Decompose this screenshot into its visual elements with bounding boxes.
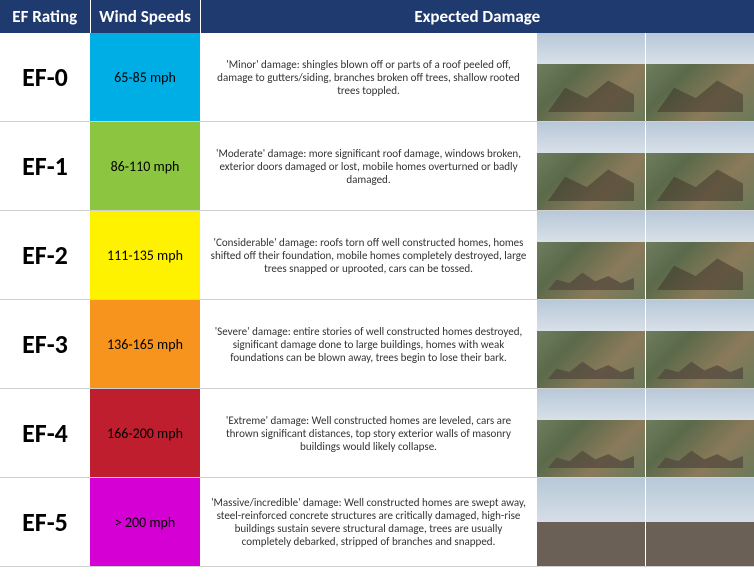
wind-cell: 111-135 mph bbox=[90, 211, 200, 300]
rating-cell: EF-4 bbox=[0, 389, 90, 478]
rating-cell: EF-1 bbox=[0, 122, 90, 211]
header-rating: EF Rating bbox=[0, 0, 90, 33]
damage-cell: 'Moderate' damage: more significant roof… bbox=[200, 122, 754, 211]
rating-cell: EF-2 bbox=[0, 211, 90, 300]
damage-images bbox=[537, 478, 754, 566]
damage-photo bbox=[646, 211, 754, 299]
damage-text: 'Considerable' damage: roofs torn off we… bbox=[200, 211, 537, 299]
damage-photo bbox=[646, 33, 754, 121]
table-row: EF-5> 200 mph'Massive/incredible' damage… bbox=[0, 478, 754, 567]
ef-scale-table: EF Rating Wind Speeds Expected Damage EF… bbox=[0, 0, 754, 567]
damage-photo bbox=[537, 300, 645, 388]
damage-text: 'Severe' damage: entire stories of well … bbox=[200, 300, 537, 388]
damage-cell: 'Massive/incredible' damage: Well constr… bbox=[200, 478, 754, 567]
table-body: EF-065-85 mph'Minor' damage: shingles bl… bbox=[0, 33, 754, 567]
damage-images bbox=[537, 211, 754, 299]
damage-photo bbox=[537, 122, 645, 210]
table-row: EF-2111-135 mph'Considerable' damage: ro… bbox=[0, 211, 754, 300]
damage-cell: 'Minor' damage: shingles blown off or pa… bbox=[200, 33, 754, 122]
damage-text: 'Moderate' damage: more significant roof… bbox=[200, 122, 537, 210]
table-row: EF-4166-200 mph'Extreme' damage: Well co… bbox=[0, 389, 754, 478]
damage-photo bbox=[537, 33, 645, 121]
damage-images bbox=[537, 300, 754, 388]
header-damage: Expected Damage bbox=[200, 0, 754, 33]
damage-photo bbox=[537, 211, 645, 299]
damage-images bbox=[537, 122, 754, 210]
rating-cell: EF-5 bbox=[0, 478, 90, 567]
table-row: EF-065-85 mph'Minor' damage: shingles bl… bbox=[0, 33, 754, 122]
damage-text: 'Extreme' damage: Well constructed homes… bbox=[200, 389, 537, 477]
damage-photo bbox=[646, 389, 754, 477]
table-row: EF-3136-165 mph'Severe' damage: entire s… bbox=[0, 300, 754, 389]
wind-cell: 86-110 mph bbox=[90, 122, 200, 211]
wind-cell: 136-165 mph bbox=[90, 300, 200, 389]
wind-cell: 65-85 mph bbox=[90, 33, 200, 122]
damage-photo bbox=[537, 389, 645, 477]
damage-images bbox=[537, 33, 754, 121]
wind-cell: > 200 mph bbox=[90, 478, 200, 567]
damage-images bbox=[537, 389, 754, 477]
header-wind: Wind Speeds bbox=[90, 0, 200, 33]
damage-text: 'Minor' damage: shingles blown off or pa… bbox=[200, 33, 537, 121]
rating-cell: EF-0 bbox=[0, 33, 90, 122]
damage-cell: 'Extreme' damage: Well constructed homes… bbox=[200, 389, 754, 478]
header-row: EF Rating Wind Speeds Expected Damage bbox=[0, 0, 754, 33]
table-row: EF-186-110 mph'Moderate' damage: more si… bbox=[0, 122, 754, 211]
damage-cell: 'Severe' damage: entire stories of well … bbox=[200, 300, 754, 389]
damage-photo bbox=[646, 122, 754, 210]
wind-cell: 166-200 mph bbox=[90, 389, 200, 478]
damage-photo bbox=[646, 300, 754, 388]
damage-photo bbox=[646, 478, 754, 566]
damage-text: 'Massive/incredible' damage: Well constr… bbox=[200, 478, 537, 566]
damage-cell: 'Considerable' damage: roofs torn off we… bbox=[200, 211, 754, 300]
rating-cell: EF-3 bbox=[0, 300, 90, 389]
damage-photo bbox=[537, 478, 645, 566]
